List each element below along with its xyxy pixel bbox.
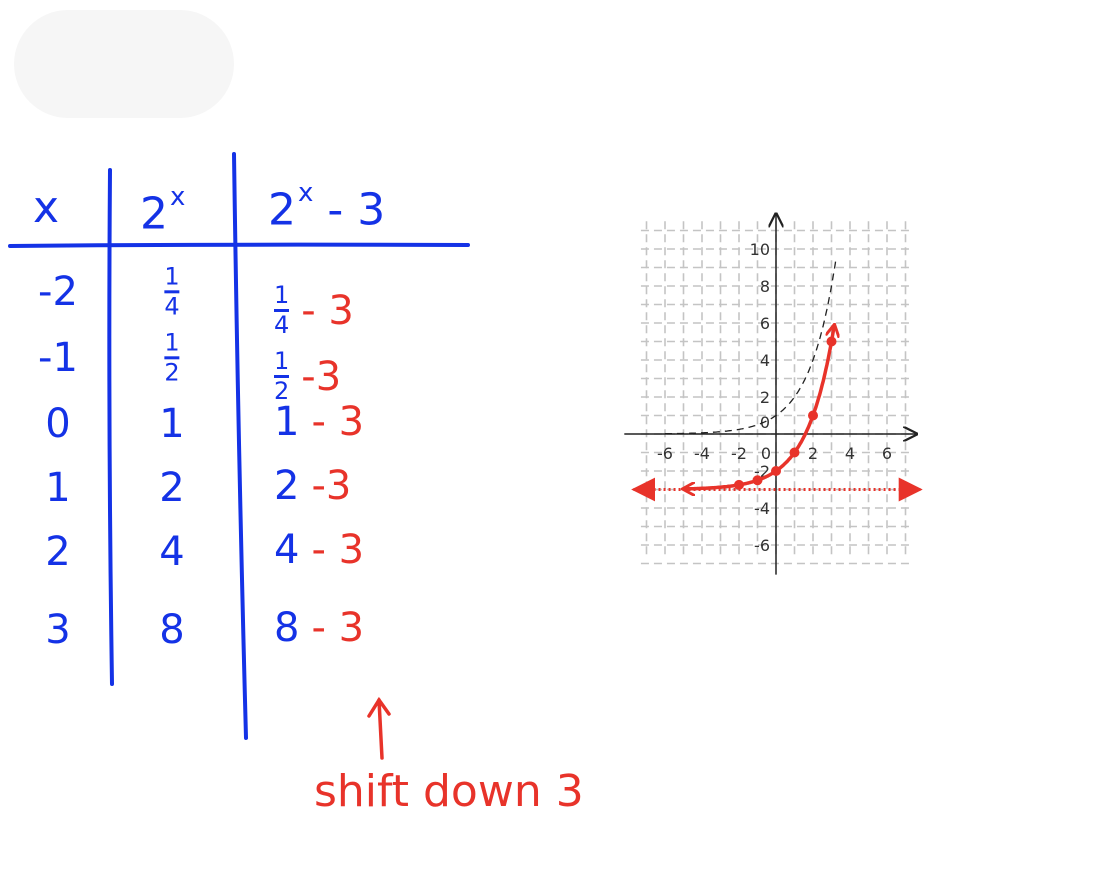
cell-x: 3 — [45, 607, 71, 653]
cell-2x: 1 — [159, 401, 185, 447]
y-tick-label: 6 — [760, 314, 770, 333]
up-arrow-icon — [367, 696, 391, 760]
curves — [631, 257, 923, 502]
x-tick-label: -2 — [731, 444, 747, 463]
fraction-denominator: 2 — [164, 358, 180, 387]
cell-base: 2 — [274, 463, 300, 509]
cell-x: 0 — [45, 401, 71, 447]
cell-shift: - 3 — [311, 527, 365, 573]
cell-2x-minus-3: 8- 3 — [274, 608, 364, 648]
shift-annotation: shift down 3 — [314, 766, 584, 817]
fraction-bar — [274, 375, 290, 379]
blurred-region — [14, 10, 234, 118]
fraction-bar — [164, 356, 180, 360]
cell-2x-minus-3: 1- 3 — [274, 402, 364, 442]
x-tick-label: 6 — [882, 444, 892, 463]
cell-2x: 8 — [159, 607, 185, 653]
y-tick-label: 10 — [750, 240, 770, 259]
cell-2x: 2 — [159, 465, 185, 511]
data-point — [771, 466, 781, 476]
cell-base: 8 — [274, 605, 300, 651]
x-tick-label: -4 — [694, 444, 710, 463]
x-tick-label: 0 — [761, 444, 771, 463]
data-point — [808, 410, 818, 421]
cell-x: 2 — [45, 529, 71, 575]
cell-base: 1 — [274, 399, 300, 445]
cell-x: 1 — [45, 465, 71, 511]
fraction-numerator: 1 — [164, 328, 180, 357]
data-point — [752, 475, 763, 486]
data-point — [826, 336, 837, 347]
cell-shift: -3 — [301, 353, 342, 400]
col-divider-2 — [232, 152, 248, 740]
fraction-numerator: 1 — [274, 347, 290, 375]
fraction-bar — [274, 309, 290, 313]
data-point — [789, 447, 800, 458]
header-x: x — [33, 182, 60, 233]
cell-shift: - 3 — [311, 605, 365, 651]
cell-x: -2 — [38, 269, 78, 315]
header-2x-minus-3: 2x - 3 — [268, 178, 386, 236]
y-tick-label: -4 — [754, 499, 770, 518]
cell-shift: -3 — [311, 463, 352, 509]
y-tick-label: 4 — [760, 351, 770, 370]
parent-curve-2x — [665, 257, 837, 435]
col-divider-1 — [107, 168, 114, 686]
cell-shift: - 3 — [301, 287, 354, 334]
x-tick-label: 4 — [845, 444, 855, 463]
table-lines — [8, 152, 470, 760]
y-tick-label: 8 — [760, 277, 770, 296]
cell-2x: 4 — [159, 529, 185, 575]
y-tick-label: 2 — [760, 388, 770, 407]
cell-shift: - 3 — [311, 399, 365, 445]
fraction-denominator: 2 — [274, 377, 290, 406]
data-point — [734, 479, 744, 490]
x-tick-label: 2 — [808, 444, 818, 463]
y-tick-label: -6 — [754, 536, 770, 555]
cell-base: 4 — [274, 527, 300, 573]
cell-2x-minus-3: 2 -3 — [274, 466, 351, 506]
header-rule — [8, 242, 470, 248]
cell-2x-minus-3: 1 2 -3 — [274, 336, 341, 404]
cell-2x-minus-3: 4- 3 — [274, 530, 364, 570]
fraction-denominator: 4 — [164, 292, 180, 321]
fraction-numerator: 1 — [164, 262, 180, 291]
header-2x: 2x — [140, 182, 186, 240]
fraction-bar — [164, 290, 180, 294]
x-tick-label: -6 — [657, 444, 673, 463]
fraction-numerator: 1 — [274, 281, 290, 309]
cell-x: -1 — [38, 335, 78, 381]
fraction-denominator: 4 — [274, 311, 290, 340]
